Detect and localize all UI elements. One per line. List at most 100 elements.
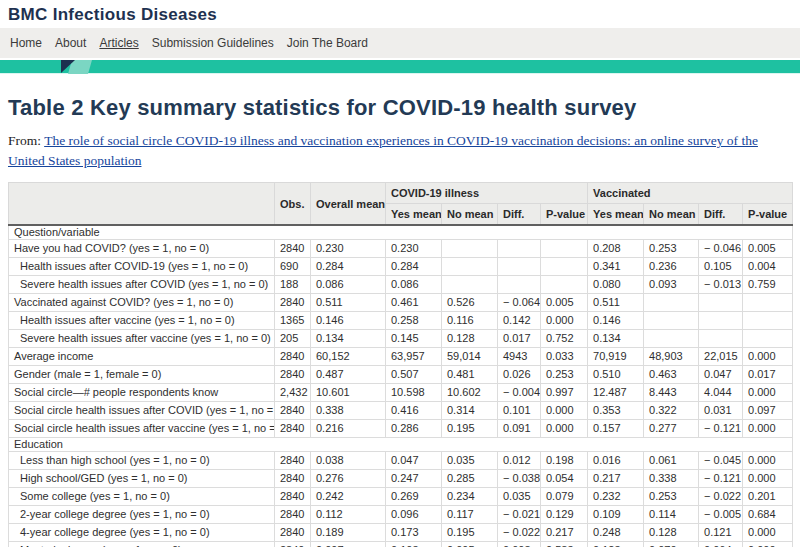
table-row: Social circle health issues after COVID … (9, 401, 793, 419)
covid-illness-group-header: COVID-19 illness (386, 183, 588, 204)
table-row: 2-year college degree (yes = 1, no = 0)2… (9, 505, 793, 523)
value-cell: 0.093 (644, 275, 699, 293)
value-cell: 2840 (275, 419, 311, 437)
value-cell: 2840 (275, 365, 311, 383)
table-row: Health issues after vaccine (yes = 1, no… (9, 311, 793, 329)
main-nav: Home About Articles Submission Guidelines Jo… (0, 28, 800, 58)
value-cell: 0.463 (644, 365, 699, 383)
value-cell: 0.242 (311, 487, 386, 505)
value-cell: 0.684 (743, 505, 793, 523)
value-cell: 0.258 (386, 311, 442, 329)
value-cell: 48,903 (644, 347, 699, 365)
value-cell: 0.086 (386, 275, 442, 293)
nav-item-submission-guidelines[interactable]: Submission Guidelines (152, 36, 274, 50)
value-cell: 2,432 (275, 383, 311, 401)
nav-item-about[interactable]: About (55, 36, 86, 50)
table-row: Social circle health issues after vaccin… (9, 419, 793, 437)
value-cell: 0.095 (442, 541, 498, 547)
vacc-no-mean-header: No mean (644, 204, 699, 226)
table-row: Severe health issues after COVID (yes = … (9, 275, 793, 293)
value-cell: 2840 (275, 469, 311, 487)
value-cell: 0.195 (442, 523, 498, 541)
value-cell: − 0.046 (699, 239, 743, 257)
value-cell: 0.234 (442, 487, 498, 505)
value-cell: 0.173 (386, 523, 442, 541)
value-cell: 0.276 (311, 469, 386, 487)
nav-item-home[interactable]: Home (10, 36, 42, 50)
value-cell: 0.061 (644, 451, 699, 469)
article-link[interactable]: The role of social circle COVID-19 illne… (8, 133, 758, 168)
value-cell: 0.031 (699, 401, 743, 419)
section-label: Education (9, 437, 793, 451)
nav-item-articles[interactable]: Articles (99, 36, 138, 50)
table-row: Master's degree (yes = 1, no = 0)28400.0… (9, 541, 793, 547)
value-cell: 0.277 (644, 419, 699, 437)
value-cell: 10.601 (311, 383, 386, 401)
value-cell: 0.005 (541, 293, 588, 311)
value-cell: 0.247 (386, 469, 442, 487)
value-cell (699, 311, 743, 329)
nav-item-join-the-board[interactable]: Join The Board (287, 36, 368, 50)
value-cell: 0.000 (743, 419, 793, 437)
site-brand[interactable]: BMC Infectious Diseases (8, 5, 800, 25)
value-cell: 0.000 (743, 451, 793, 469)
value-cell: 4.044 (699, 383, 743, 401)
value-cell: 8.443 (644, 383, 699, 401)
table-header-group-row: Obs. Overall mean COVID-19 illness Vacci… (9, 183, 793, 204)
value-cell: 0.232 (588, 487, 644, 505)
question-cell: 2-year college degree (yes = 1, no = 0) (9, 505, 275, 523)
value-cell: − 0.038 (498, 469, 541, 487)
value-cell: 59,014 (442, 347, 498, 365)
value-cell: 0.016 (588, 451, 644, 469)
value-cell: 12.487 (588, 383, 644, 401)
value-cell: 2840 (275, 451, 311, 469)
value-cell: 0.103 (386, 541, 442, 547)
value-cell: 0.481 (442, 365, 498, 383)
value-cell: 690 (275, 257, 311, 275)
value-cell: 0.314 (442, 401, 498, 419)
value-cell: 0.510 (588, 365, 644, 383)
section-row: Education (9, 437, 793, 451)
table-row: Health issues after COVID-19 (yes = 1, n… (9, 257, 793, 275)
table-row: Social circle—# people respondents know2… (9, 383, 793, 401)
value-cell: 0.286 (386, 419, 442, 437)
table-row: High school/GED (yes = 1, no = 0)28400.2… (9, 469, 793, 487)
value-cell: − 0.121 (699, 419, 743, 437)
value-cell: 22,015 (699, 347, 743, 365)
value-cell: 0.128 (644, 523, 699, 541)
covid-pvalue-header: P-value (541, 204, 588, 226)
value-cell: 0.511 (588, 293, 644, 311)
table-row: Severe health issues after vaccine (yes … (9, 329, 793, 347)
value-cell: 2840 (275, 487, 311, 505)
value-cell: 0.109 (588, 505, 644, 523)
value-cell: 0.105 (699, 257, 743, 275)
value-cell: 0.033 (541, 347, 588, 365)
value-cell: 0.759 (743, 275, 793, 293)
question-cell: Some college (yes = 1, no = 0) (9, 487, 275, 505)
value-cell: 0.341 (588, 257, 644, 275)
value-cell: − 0.022 (699, 487, 743, 505)
source-citation: From: The role of social circle COVID-19… (8, 131, 792, 170)
value-cell: 0.116 (442, 311, 498, 329)
value-cell: 2840 (275, 293, 311, 311)
summary-table-body: Question/variableHave you had COVID? (ye… (9, 225, 793, 547)
value-cell: 0.129 (541, 505, 588, 523)
value-cell: − 0.005 (699, 505, 743, 523)
value-cell: 2840 (275, 505, 311, 523)
value-cell: 0.000 (541, 419, 588, 437)
value-cell: 0.338 (644, 469, 699, 487)
value-cell (498, 239, 541, 257)
value-cell: 0.114 (644, 505, 699, 523)
value-cell: 1365 (275, 311, 311, 329)
value-cell: 0.198 (541, 451, 588, 469)
value-cell: 0.507 (386, 365, 442, 383)
question-cell: Vaccinated against COVID? (yes = 1, no =… (9, 293, 275, 311)
value-cell: − 0.045 (699, 451, 743, 469)
value-cell: 0.583 (541, 541, 588, 547)
value-cell: 0.121 (699, 523, 743, 541)
value-cell: − 0.022 (498, 523, 541, 541)
vacc-diff-header: Diff. (699, 204, 743, 226)
value-cell: − 0.004 (498, 383, 541, 401)
question-cell: Less than high school (yes = 1, no = 0) (9, 451, 275, 469)
value-cell (644, 293, 699, 311)
